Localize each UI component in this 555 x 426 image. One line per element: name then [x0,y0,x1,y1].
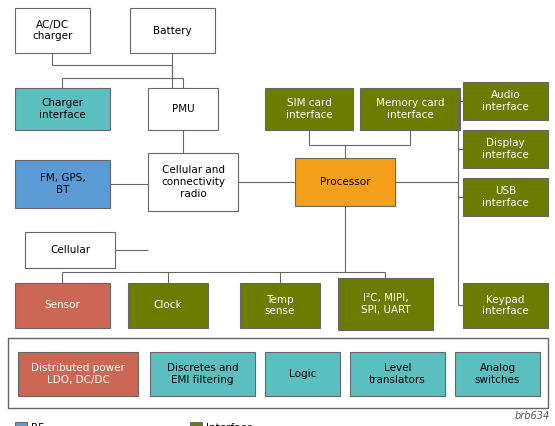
FancyBboxPatch shape [148,88,218,130]
Text: Distributed power
LDO, DC/DC: Distributed power LDO, DC/DC [31,363,125,385]
Text: AC/DC
charger: AC/DC charger [32,20,73,41]
Text: Cellular: Cellular [50,245,90,255]
Text: FM, GPS,
BT: FM, GPS, BT [39,173,85,195]
Text: Discretes and
EMI filtering: Discretes and EMI filtering [166,363,238,385]
FancyBboxPatch shape [128,283,208,328]
Text: Memory card
interface: Memory card interface [376,98,444,120]
FancyBboxPatch shape [265,352,340,396]
Text: Charger
interface: Charger interface [39,98,86,120]
FancyBboxPatch shape [265,88,353,130]
Text: Interface: Interface [206,423,253,426]
Text: Cellular and
connectivity
radio: Cellular and connectivity radio [161,165,225,199]
FancyBboxPatch shape [150,352,255,396]
Text: SIM card
interface: SIM card interface [286,98,332,120]
FancyBboxPatch shape [338,278,433,330]
FancyBboxPatch shape [295,158,395,206]
FancyBboxPatch shape [15,88,110,130]
FancyBboxPatch shape [15,8,90,53]
FancyBboxPatch shape [463,82,548,120]
FancyBboxPatch shape [130,8,215,53]
Text: I²C, MIPI,
SPI, UART: I²C, MIPI, SPI, UART [361,293,410,315]
Text: Audio
interface: Audio interface [482,90,529,112]
FancyBboxPatch shape [148,153,238,211]
Text: Analog
switches: Analog switches [475,363,520,385]
FancyBboxPatch shape [15,422,27,426]
FancyBboxPatch shape [455,352,540,396]
Text: Sensor: Sensor [44,300,80,311]
FancyBboxPatch shape [25,232,115,268]
FancyBboxPatch shape [15,160,110,208]
Text: Keypad
interface: Keypad interface [482,295,529,316]
FancyBboxPatch shape [350,352,445,396]
Text: Level
translators: Level translators [369,363,426,385]
FancyBboxPatch shape [190,422,202,426]
Text: Logic: Logic [289,369,316,379]
FancyBboxPatch shape [15,283,110,328]
Text: Clock: Clock [154,300,182,311]
Text: RF: RF [31,423,44,426]
FancyBboxPatch shape [463,130,548,168]
FancyBboxPatch shape [240,283,320,328]
FancyBboxPatch shape [18,352,138,396]
FancyBboxPatch shape [463,283,548,328]
FancyBboxPatch shape [360,88,460,130]
FancyBboxPatch shape [463,178,548,216]
Text: Processor: Processor [320,177,370,187]
Text: brb634: brb634 [514,411,550,421]
Text: Temp
sense: Temp sense [265,295,295,316]
Text: Display
interface: Display interface [482,138,529,160]
Text: Battery: Battery [153,26,192,35]
Text: USB
interface: USB interface [482,186,529,208]
Text: PMU: PMU [171,104,194,114]
